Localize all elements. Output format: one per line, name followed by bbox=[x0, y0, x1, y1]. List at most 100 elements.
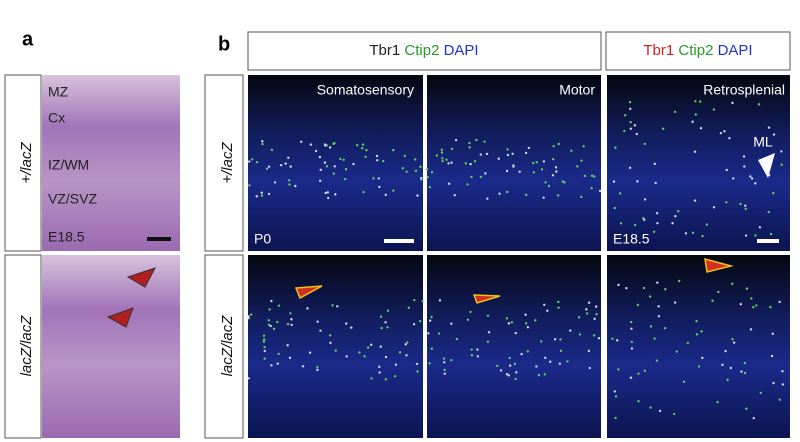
cell-dot bbox=[497, 157, 500, 160]
arrowhead bbox=[472, 294, 501, 304]
cell-dot bbox=[525, 193, 528, 197]
cell-dot bbox=[430, 315, 433, 319]
cell-dot bbox=[587, 349, 591, 353]
cell-dot bbox=[508, 356, 511, 360]
cell-dot bbox=[277, 352, 280, 356]
cell-dot bbox=[619, 222, 623, 225]
cell-dot bbox=[269, 324, 272, 328]
cell-dot bbox=[728, 137, 731, 140]
cell-dot bbox=[333, 165, 336, 168]
cell-dot bbox=[507, 374, 510, 377]
cell-dot bbox=[629, 107, 632, 111]
cell-dot bbox=[743, 165, 746, 168]
cell-dot bbox=[361, 143, 365, 146]
age-label: E18.5 bbox=[48, 229, 85, 245]
cell-dot bbox=[379, 345, 382, 348]
cell-dot bbox=[334, 349, 337, 352]
cell-dot bbox=[633, 223, 637, 227]
cell-dot bbox=[486, 197, 489, 200]
cell-dot bbox=[534, 319, 537, 322]
cell-dot bbox=[378, 185, 381, 189]
cell-dot bbox=[447, 162, 450, 165]
cell-dot bbox=[430, 171, 434, 174]
cell-dot bbox=[758, 226, 762, 229]
cell-dot bbox=[413, 298, 416, 302]
cell-dot bbox=[473, 159, 477, 163]
cell-dot bbox=[486, 340, 490, 343]
cell-dot bbox=[587, 301, 591, 304]
cell-dot bbox=[556, 194, 560, 197]
cell-dot bbox=[287, 179, 291, 182]
cell-dot bbox=[356, 143, 359, 147]
cell-dot bbox=[263, 338, 266, 341]
cell-dot bbox=[655, 359, 659, 362]
cell-dot bbox=[483, 140, 486, 143]
cell-dot bbox=[325, 165, 329, 168]
cell-dot bbox=[554, 166, 558, 169]
cell-dot bbox=[420, 178, 423, 181]
cell-dot bbox=[592, 334, 596, 337]
cell-dot bbox=[769, 232, 773, 236]
cell-dot bbox=[656, 281, 659, 284]
cell-dot bbox=[583, 174, 587, 178]
cell-dot bbox=[506, 148, 509, 151]
cell-dot bbox=[290, 318, 293, 321]
cell-dot bbox=[442, 357, 446, 360]
cell-dot bbox=[412, 323, 416, 326]
cell-dot bbox=[664, 288, 667, 291]
cell-dot bbox=[384, 321, 387, 324]
cell-dot bbox=[345, 355, 348, 358]
cell-dot bbox=[716, 400, 719, 404]
cell-dot bbox=[675, 350, 678, 353]
cell-dot bbox=[542, 160, 546, 163]
cell-dot bbox=[332, 142, 335, 146]
cell-dot bbox=[377, 177, 380, 180]
cell-dot bbox=[724, 349, 727, 353]
cell-dot bbox=[314, 149, 318, 153]
cell-dot bbox=[286, 344, 289, 347]
cell-dot bbox=[656, 222, 659, 225]
arrowhead bbox=[106, 307, 134, 328]
cell-dot bbox=[267, 192, 271, 196]
cell-dot bbox=[743, 371, 747, 375]
cell-dot bbox=[308, 351, 312, 354]
cell-dot bbox=[247, 316, 250, 320]
column-label: Somatosensory bbox=[317, 82, 414, 98]
cell-dot bbox=[263, 357, 266, 360]
cell-dot bbox=[546, 309, 549, 312]
cell-dot bbox=[328, 334, 332, 337]
cell-dot bbox=[384, 193, 387, 197]
cell-dot bbox=[649, 406, 652, 409]
cell-dot bbox=[336, 305, 339, 308]
cell-dot bbox=[731, 338, 734, 341]
cell-dot bbox=[386, 309, 390, 312]
cell-dot bbox=[255, 195, 258, 198]
cell-dot bbox=[717, 290, 720, 294]
cell-dot bbox=[570, 149, 573, 152]
arrowhead bbox=[704, 257, 734, 273]
cell-dot bbox=[772, 381, 775, 385]
channel: Tbr1 bbox=[369, 42, 400, 59]
age-label: E18.5 bbox=[613, 231, 650, 247]
histology-image bbox=[42, 255, 180, 438]
cell-dot bbox=[772, 191, 775, 195]
layer-label: Cx bbox=[48, 110, 65, 126]
cell-dot bbox=[636, 303, 640, 307]
cell-dot bbox=[339, 157, 342, 161]
cell-dot bbox=[379, 315, 383, 318]
arrowhead bbox=[294, 285, 323, 300]
cell-dot bbox=[479, 175, 483, 179]
cell-dot bbox=[580, 159, 583, 162]
cell-dot bbox=[450, 322, 453, 325]
row-label: +/lacZ bbox=[18, 142, 35, 184]
cell-dot bbox=[593, 175, 596, 178]
cell-dot bbox=[629, 127, 633, 130]
cell-dot bbox=[332, 172, 336, 175]
cell-dot bbox=[770, 354, 774, 358]
cell-dot bbox=[406, 341, 409, 344]
cell-dot bbox=[682, 380, 686, 384]
cell-dot bbox=[658, 409, 662, 413]
cell-dot bbox=[361, 146, 364, 150]
cell-dot bbox=[630, 340, 633, 344]
cell-dot bbox=[370, 377, 373, 380]
